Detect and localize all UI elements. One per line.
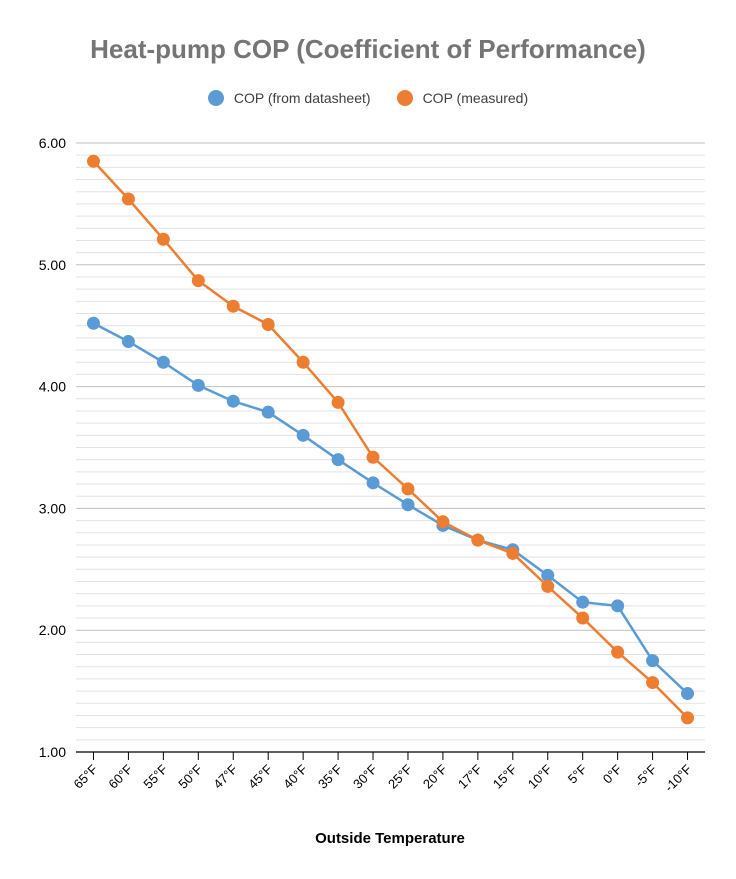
data-point-measured: [331, 395, 345, 409]
y-tick-label: 2.00: [39, 622, 66, 638]
data-point-measured: [121, 192, 135, 206]
x-tick-label: 35°F: [315, 761, 345, 791]
data-point-measured: [191, 274, 205, 288]
series-line-measured: [92, 160, 689, 719]
data-point-datasheet: [156, 355, 170, 369]
legend-item-datasheet: COP (from datasheet): [207, 90, 371, 106]
data-point-measured: [436, 515, 450, 529]
x-tick-label: 17°F: [455, 761, 485, 791]
data-point-measured: [611, 645, 625, 659]
legend-item-measured: COP (measured): [396, 90, 529, 106]
x-tick-label: 15°F: [490, 761, 520, 791]
data-point-datasheet: [191, 378, 205, 392]
y-tick-label: 3.00: [39, 500, 66, 516]
legend: COP (from datasheet) COP (measured): [0, 90, 736, 106]
data-point-datasheet: [366, 476, 380, 490]
data-point-measured: [506, 546, 520, 560]
chart-title: Heat-pump COP (Coefficient of Performanc…: [90, 34, 646, 64]
data-point-datasheet: [226, 394, 240, 408]
data-point-datasheet: [121, 335, 135, 349]
x-tick-label: 45°F: [245, 761, 275, 791]
legend-marker-datasheet: [207, 90, 224, 106]
data-point-measured: [576, 611, 590, 625]
data-point-measured: [261, 317, 275, 331]
data-point-measured: [646, 676, 660, 690]
y-tick-label: 1.00: [39, 744, 66, 760]
data-point-measured: [681, 711, 695, 725]
x-tick-label: 60°F: [105, 761, 135, 791]
data-point-measured: [296, 355, 310, 369]
legend-marker-measured: [396, 90, 413, 106]
data-point-measured: [471, 533, 485, 547]
x-axis-title: Outside Temperature: [315, 830, 465, 847]
data-point-measured: [86, 154, 100, 168]
data-point-measured: [541, 579, 555, 593]
x-tick-label: 40°F: [280, 761, 310, 791]
data-point-measured: [226, 299, 240, 313]
data-point-measured: [156, 232, 170, 246]
data-point-measured: [401, 482, 415, 496]
legend-label-datasheet: COP (from datasheet): [233, 90, 371, 106]
y-tick-label: 6.00: [39, 135, 66, 151]
data-point-datasheet: [681, 687, 695, 701]
x-tick-label: 5°F: [565, 761, 590, 786]
x-tick-label: -5°F: [632, 761, 660, 789]
data-point-datasheet: [611, 599, 625, 613]
data-point-datasheet: [331, 453, 345, 467]
x-tick-label: 50°F: [175, 761, 205, 791]
legend-label-measured: COP (measured): [422, 90, 529, 106]
y-tick-label: 5.00: [39, 257, 66, 273]
data-point-datasheet: [401, 498, 415, 512]
data-point-datasheet: [646, 654, 660, 668]
x-tick-label: -10°F: [661, 761, 694, 794]
y-tick-label: 4.00: [39, 379, 66, 395]
data-point-datasheet: [576, 595, 590, 609]
data-point-datasheet: [261, 405, 275, 419]
x-tick-label: 47°F: [210, 761, 240, 791]
x-tick-label: 65°F: [70, 761, 100, 791]
x-tick-label: 10°F: [525, 761, 555, 791]
data-point-datasheet: [541, 568, 555, 582]
data-point-datasheet: [296, 428, 310, 442]
x-tick-label: 20°F: [420, 761, 450, 791]
x-tick-label: 25°F: [385, 761, 415, 791]
x-tick-label: 30°F: [350, 761, 380, 791]
x-tick-label: 55°F: [140, 761, 170, 791]
x-tick-label: 0°F: [600, 761, 625, 786]
data-point-datasheet: [86, 316, 100, 330]
data-point-measured: [366, 450, 380, 464]
